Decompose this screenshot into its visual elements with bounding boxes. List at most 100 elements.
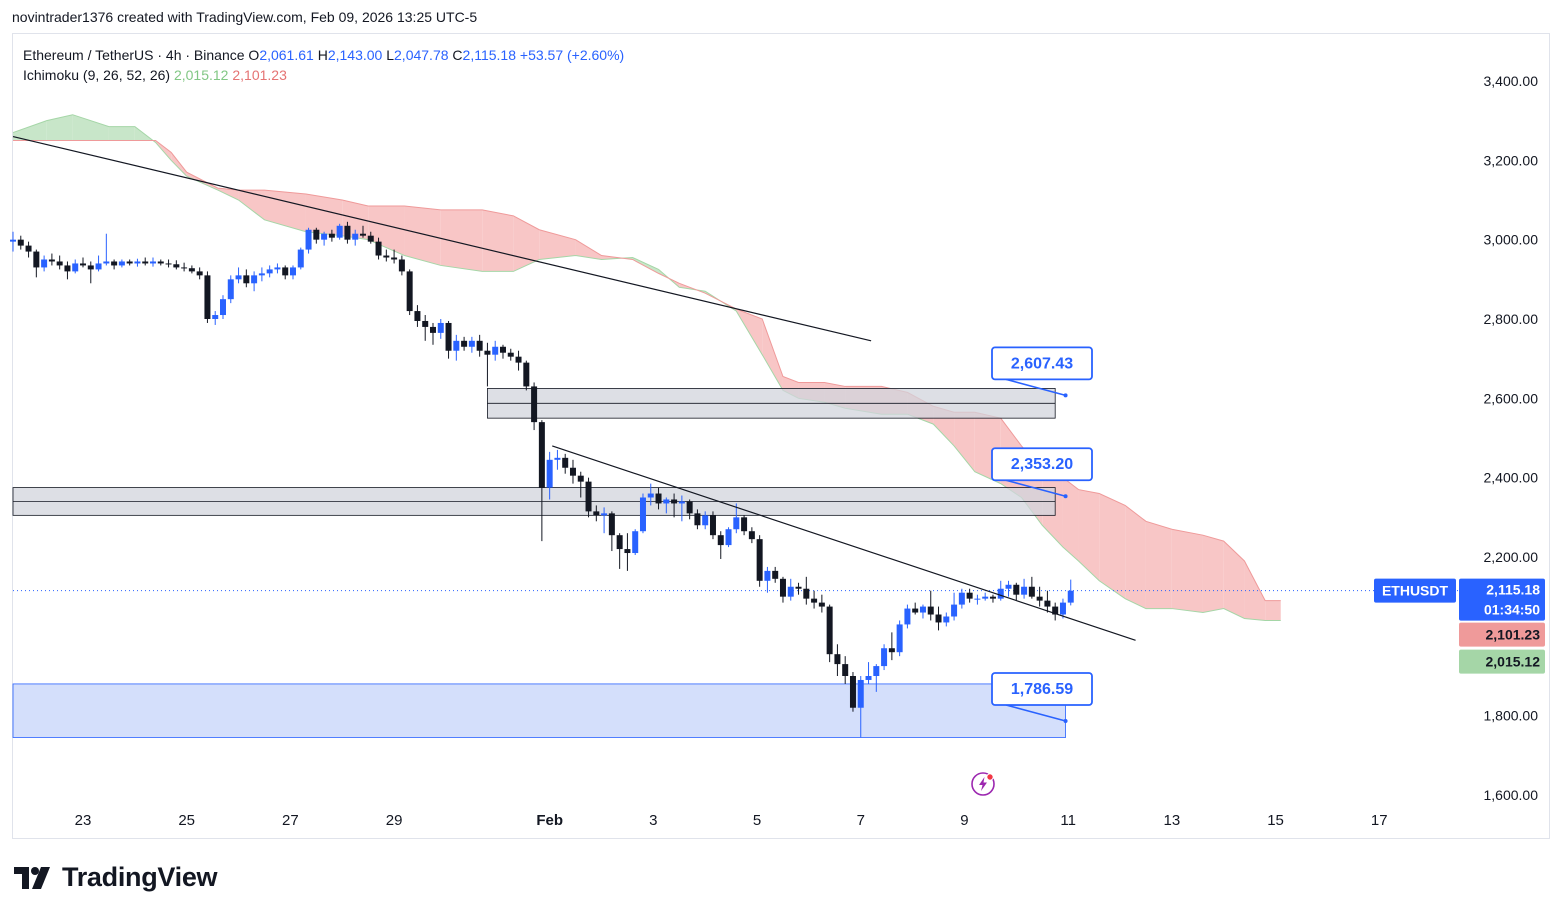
candle-down	[282, 267, 289, 276]
candle-up	[943, 616, 950, 623]
cloud-segment	[1244, 560, 1266, 621]
candle-up	[663, 499, 670, 504]
tradingview-wordmark: TradingView	[62, 862, 218, 892]
candle-down	[204, 275, 211, 319]
callout-box	[991, 447, 1093, 482]
lower-trendline	[552, 445, 1136, 641]
cloud-segment	[1171, 529, 1203, 613]
cloud-segment	[440, 209, 483, 272]
candle-down	[717, 535, 724, 546]
candle-down	[694, 513, 701, 526]
candle-down	[888, 648, 895, 653]
candle-down	[818, 602, 825, 607]
candle-up	[647, 493, 654, 498]
candle-down	[569, 467, 576, 476]
candle-down	[748, 531, 755, 540]
candle-down	[196, 271, 203, 276]
candle-down	[422, 320, 429, 327]
candle-down	[849, 675, 856, 708]
candle-up	[733, 517, 740, 530]
ticker-badge	[1374, 578, 1456, 603]
candle-down	[593, 511, 600, 516]
cloud-segment	[1125, 505, 1146, 609]
callout-anchor	[1063, 718, 1068, 723]
candle-down	[562, 457, 569, 468]
demand-zone	[12, 683, 1066, 738]
senkou-span-b-line	[13, 139, 1281, 602]
callout-anchor	[1063, 393, 1068, 398]
candle-up	[492, 346, 499, 355]
candle-up	[103, 261, 110, 264]
candle-up	[982, 596, 989, 599]
callout-label: 1,786.59	[1011, 681, 1073, 698]
candle-down	[56, 261, 63, 266]
candle-up	[235, 275, 242, 280]
callout-anchor	[1063, 494, 1068, 499]
candle-down	[188, 268, 195, 272]
candle-down	[1044, 600, 1051, 607]
candle-up	[274, 267, 281, 270]
candle-up	[118, 261, 125, 266]
legend-open-label: O	[248, 47, 260, 63]
x-tick-label: 27	[282, 812, 299, 829]
candle-up	[437, 322, 444, 333]
legend-low-value: 2,047.78	[394, 47, 449, 63]
candle-down	[966, 592, 973, 599]
candle-down	[686, 501, 693, 514]
candle-up	[251, 275, 258, 284]
candle-down	[414, 311, 421, 321]
legend-indicator-name[interactable]: Ichimoku (9, 26, 52, 26)	[23, 67, 171, 83]
cloud-segment	[238, 190, 265, 220]
candle-down	[1028, 586, 1035, 597]
candle-up	[601, 513, 608, 516]
candle-up	[997, 588, 1004, 599]
legend-high-value: 2,143.00	[327, 47, 383, 63]
candle-down	[375, 241, 382, 256]
candle-up	[1021, 586, 1028, 595]
span-b-value-label: 2,015.12	[1486, 654, 1541, 670]
candle-up	[10, 239, 17, 242]
x-tick-label: 9	[960, 812, 968, 829]
candle-up	[212, 315, 219, 319]
lightning-icon[interactable]	[970, 771, 996, 797]
cloud-segment	[305, 194, 343, 236]
candle-down	[709, 515, 716, 536]
candle-down	[25, 245, 32, 252]
tradingview-brand[interactable]: TradingView	[14, 862, 218, 893]
x-tick-label: 13	[1164, 812, 1181, 829]
candle-up	[904, 608, 911, 625]
legend-low-label: L	[386, 47, 395, 63]
candle-up	[266, 269, 273, 274]
candle-down	[538, 422, 545, 488]
candle-down	[383, 255, 390, 258]
callout-box	[991, 672, 1093, 706]
chart-frame[interactable]	[12, 33, 1550, 839]
legend-symbol[interactable]: Ethereum / TetherUS · 4h · Binance	[23, 47, 245, 63]
candle-up	[865, 675, 872, 680]
candle-down	[935, 614, 942, 623]
candle-up	[958, 592, 965, 605]
countdown-label: 01:34:50	[1484, 602, 1540, 618]
candle-down	[624, 549, 631, 554]
candle-up	[72, 263, 79, 272]
candle-down	[142, 261, 149, 264]
candle-down	[157, 261, 164, 264]
candle-down	[476, 340, 483, 351]
y-tick-label: 2,200.00	[1484, 549, 1539, 565]
candle-down	[359, 233, 366, 236]
last-price-badge	[1459, 578, 1545, 621]
candle-down	[367, 235, 374, 242]
candle-up	[258, 273, 265, 276]
cloud-segment	[264, 190, 306, 232]
y-tick-label: 3,000.00	[1484, 232, 1539, 248]
candle-up	[919, 606, 926, 613]
candle-down	[87, 265, 94, 270]
candle-up	[297, 249, 304, 268]
candle-down	[48, 259, 55, 262]
callout-label: 2,607.43	[1011, 355, 1073, 372]
candle-down	[912, 608, 919, 613]
candle-down	[989, 596, 996, 599]
callout-box	[991, 346, 1093, 381]
cloud-segment	[482, 209, 514, 272]
